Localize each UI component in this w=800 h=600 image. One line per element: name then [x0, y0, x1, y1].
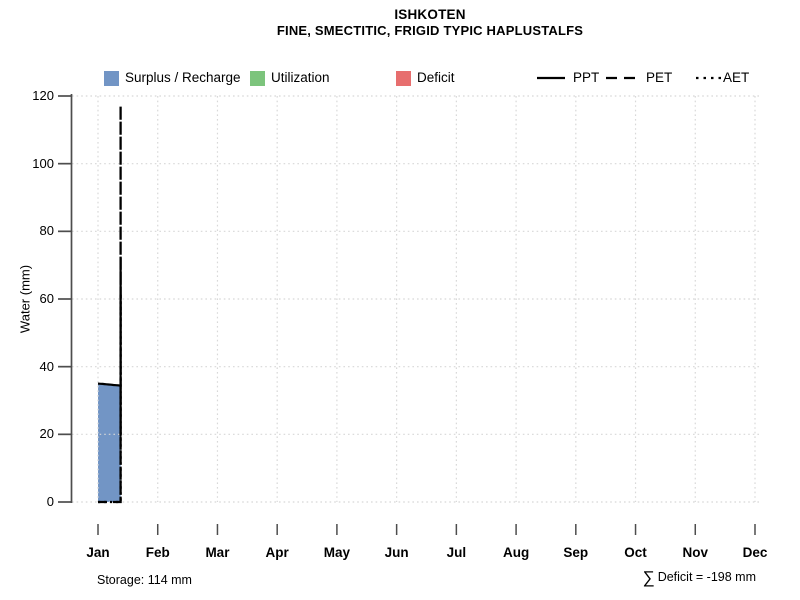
y-tick-label: 40	[39, 358, 54, 374]
surplus-area	[98, 376, 121, 502]
y-tick-label: 60	[39, 291, 54, 306]
x-tick-label: Jul	[446, 545, 467, 560]
x-tick-label: Mar	[205, 545, 230, 560]
y-tick-label: 20	[39, 426, 54, 442]
x-tick-label: Aug	[502, 545, 530, 560]
x-tick-label: Oct	[624, 545, 647, 560]
deficit-annotation-text: Deficit = -198 mm	[657, 570, 756, 584]
storage-annotation: Storage: 114 mm	[97, 573, 192, 587]
ppt-curve	[97, 256, 122, 437]
x-tick-label: Sep	[563, 545, 589, 560]
x-tick-label: Nov	[682, 545, 709, 560]
y-tick-label: 100	[32, 155, 54, 171]
x-tick-label: May	[323, 545, 351, 560]
page-subtitle: FINE, SMECTITIC, FRIGID TYPIC HAPLUSTALF…	[276, 23, 584, 38]
x-tick-label: Dec	[742, 545, 768, 560]
x-tick-label: Apr	[265, 545, 289, 560]
surplus-legend-label: Surplus / Recharge	[125, 70, 241, 85]
aet-legend-label: AET	[723, 70, 750, 85]
x-tick-label: Jan	[86, 545, 110, 560]
deficit-annotation: ∑ Deficit = -198 mm	[500, 567, 756, 588]
ppt-legend-label: PPT	[573, 70, 600, 85]
pet-legend-label: PET	[646, 70, 673, 85]
utilization-legend-label: Utilization	[271, 70, 330, 85]
sigma-symbol: ∑	[642, 568, 655, 587]
y-tick-label: 0	[46, 494, 54, 509]
x-tick-label: Jun	[384, 545, 409, 560]
y-tick-label: 80	[39, 223, 54, 239]
x-tick-label: Feb	[145, 545, 170, 560]
surplus-legend-swatch	[104, 71, 119, 86]
deficit-legend-label: Deficit	[417, 70, 455, 85]
deficit-legend-swatch	[396, 71, 411, 86]
page-title: ISHKOTEN	[394, 7, 466, 22]
utilization-legend-swatch	[250, 71, 265, 86]
y-tick-label: 120	[32, 88, 54, 103]
